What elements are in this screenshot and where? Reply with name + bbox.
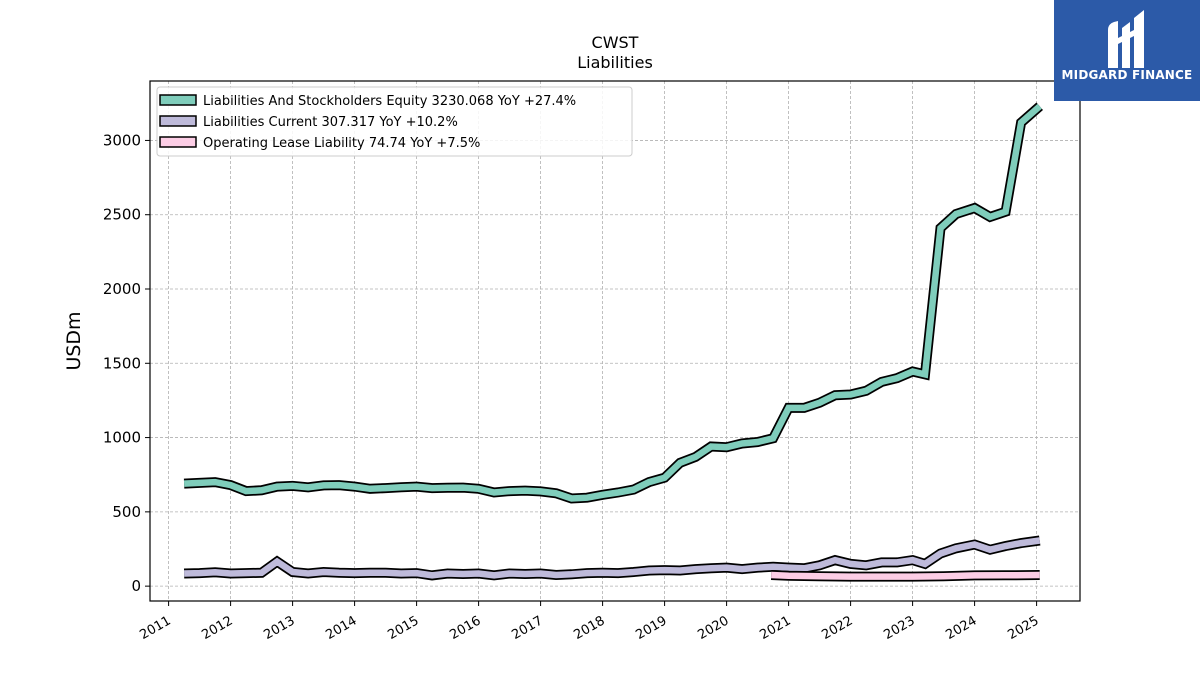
x-tick-label: 2019 (633, 613, 669, 643)
legend-label: Liabilities And Stockholders Equity 3230… (203, 94, 576, 109)
y-tick-label: 1500 (103, 354, 141, 372)
y-tick-label: 2000 (103, 280, 141, 298)
series-lines (183, 102, 1043, 582)
y-axis-label: USDm (63, 311, 85, 370)
midgard-logo-icon (1108, 10, 1144, 68)
x-tick-label: 2012 (199, 613, 235, 643)
y-axis: 0 500 1000 1500 2000 2500 3000 (103, 131, 150, 595)
x-tick-label: 2020 (695, 613, 731, 643)
y-tick-label: 3000 (103, 131, 141, 149)
x-axis: 2011 2012 2013 2014 2015 2016 2017 2018 2019 2020… (137, 601, 1042, 643)
grid (150, 81, 1080, 601)
legend: Liabilities And Stockholders Equity 3230… (156, 86, 633, 157)
x-tick-label: 2024 (943, 613, 979, 643)
x-tick-label: 2013 (261, 613, 297, 643)
legend-swatch (159, 136, 197, 148)
y-tick-label: 2500 (103, 206, 141, 224)
legend-label: Liabilities Current 307.317 YoY +10.2% (203, 115, 458, 130)
x-tick-label: 2017 (509, 613, 545, 643)
x-tick-label: 2021 (757, 613, 793, 643)
plot-frame (149, 80, 1081, 602)
x-tick-label: 2011 (137, 613, 173, 643)
brand-logo: MIDGARD FINANCE (1054, 0, 1200, 101)
x-tick-label: 2018 (571, 613, 607, 643)
series-line-2 (771, 571, 1040, 580)
legend-swatch (159, 94, 197, 106)
x-tick-label: 2022 (819, 613, 855, 643)
x-tick-label: 2016 (447, 613, 483, 643)
chart-title: CWST (592, 33, 639, 52)
y-tick-label: 0 (131, 577, 141, 595)
x-tick-label: 2025 (1005, 613, 1041, 643)
series-line-0 (183, 103, 1042, 502)
chart-subtitle: Liabilities (577, 53, 653, 72)
legend-swatch (159, 115, 197, 127)
legend-box (156, 86, 633, 157)
legend-label: Operating Lease Liability 74.74 YoY +7.5… (203, 136, 480, 151)
series-outline-0 (183, 102, 1043, 504)
brand-name: MIDGARD FINANCE (1061, 68, 1193, 82)
series-line-1 (184, 537, 1041, 579)
x-tick-label: 2023 (881, 613, 917, 643)
x-tick-label: 2015 (385, 613, 421, 643)
y-tick-label: 1000 (103, 429, 141, 447)
y-tick-label: 500 (112, 503, 141, 521)
x-tick-label: 2014 (323, 613, 359, 643)
